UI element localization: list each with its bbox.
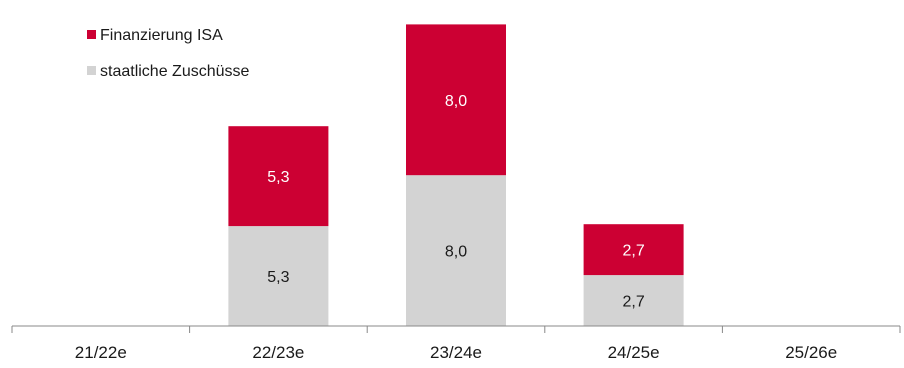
- bar-staatliche-zuschuesse-23-24e: [406, 175, 506, 326]
- data-label-staatliche-zuschuesse-23-24e: 8,0: [445, 244, 467, 261]
- legend-swatch-finanzierung-isa: [87, 30, 96, 39]
- bar-staatliche-zuschuesse-24-25e: [583, 275, 684, 326]
- bar-finanzierung-isa-22-23e: [228, 126, 329, 227]
- bar-finanzierung-isa-24-25e: [583, 224, 684, 276]
- legend-label-staatliche-zuschuesse: staatliche Zuschüsse: [100, 63, 250, 80]
- data-label-staatliche-zuschuesse-24-25e: 2,7: [622, 294, 644, 311]
- x-axis: 21/22e 22/23e 23/24e 24/25e 25/26e: [11, 325, 901, 362]
- x-tick-label-24-25e: 24/25e: [608, 343, 660, 362]
- data-label-staatliche-zuschuesse-22-23e: 5,3: [267, 269, 289, 286]
- x-tick-label-22-23e: 22/23e: [252, 343, 304, 362]
- x-tick-label-25-26e: 25/26e: [785, 343, 837, 362]
- legend-swatch-staatliche-zuschuesse: [87, 66, 96, 75]
- data-label-finanzierung-isa-23-24e: 8,0: [445, 93, 467, 110]
- x-tick-label-23-24e: 23/24e: [430, 343, 482, 362]
- data-label-finanzierung-isa-22-23e: 5,3: [267, 169, 289, 186]
- x-tick-label-21-22e: 21/22e: [75, 343, 127, 362]
- bars-layer: [228, 24, 684, 326]
- data-label-finanzierung-isa-24-25e: 2,7: [622, 243, 644, 260]
- bar-staatliche-zuschuesse-22-23e: [228, 226, 329, 326]
- legend: Finanzierung ISA staatliche Zuschüsse: [87, 27, 250, 80]
- data-labels-layer: 5,3 5,3 8,0 8,0 2,7 2,7: [267, 93, 645, 311]
- legend-label-finanzierung-isa: Finanzierung ISA: [100, 27, 223, 44]
- bar-finanzierung-isa-23-24e: [406, 24, 506, 176]
